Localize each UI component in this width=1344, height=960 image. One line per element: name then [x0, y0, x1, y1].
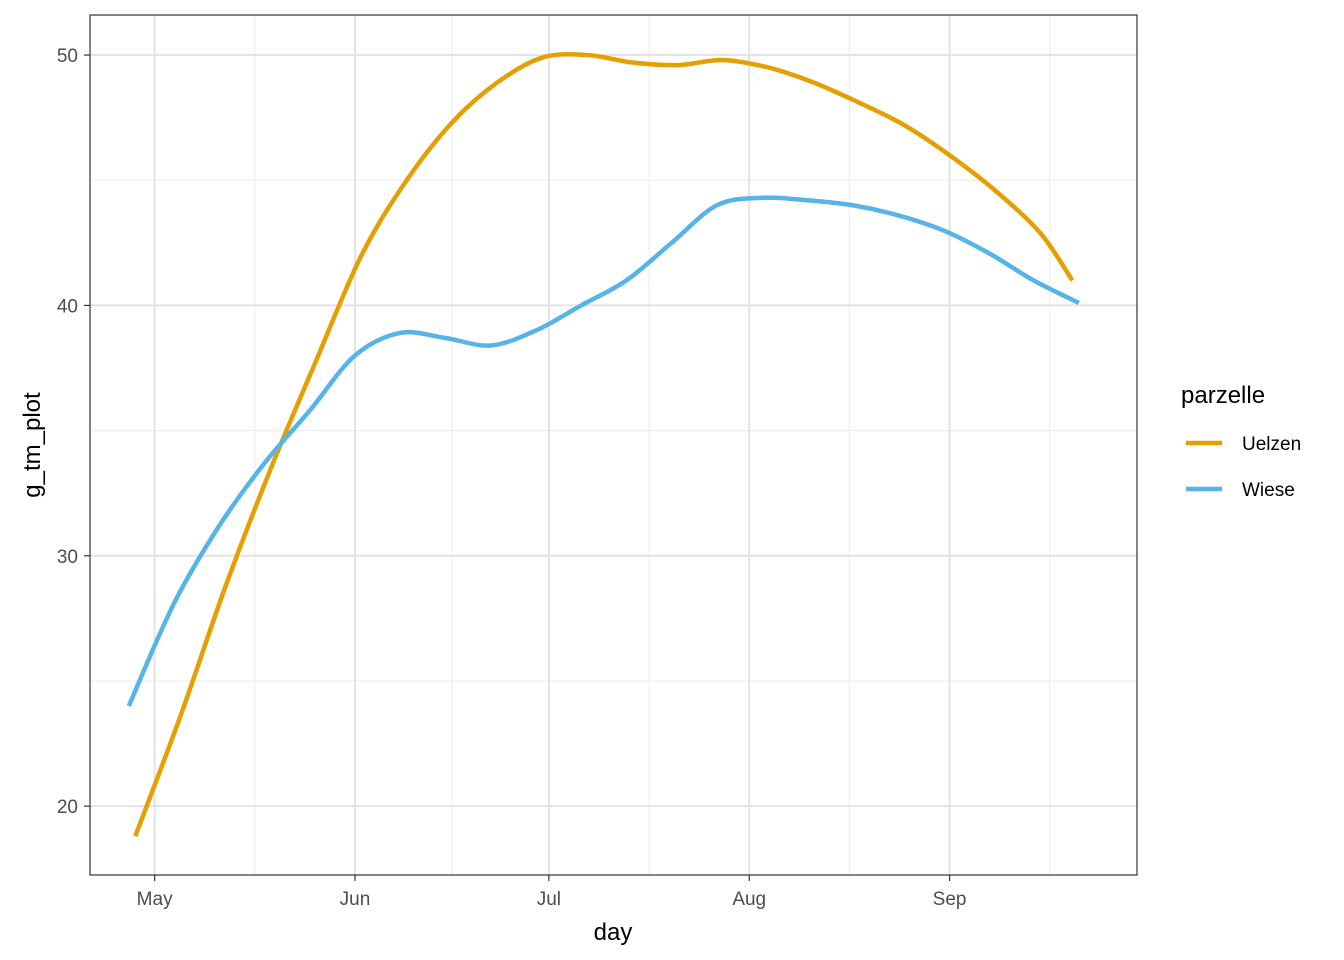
x-tick-label: Aug	[732, 889, 766, 910]
plot-background	[90, 15, 1137, 875]
x-tick-label: Jun	[340, 889, 371, 910]
series-line-wiese	[126, 195, 1080, 707]
plot-border	[89, 14, 1138, 876]
series-lines	[126, 52, 1080, 837]
x-tick-label: Jul	[537, 889, 561, 910]
x-tick-label: Sep	[933, 889, 967, 910]
legend-title: parzelle	[1181, 382, 1265, 409]
legend-label-wiese: Wiese	[1242, 480, 1295, 501]
axis-ticks: May Jun Jul Aug Sep 20 30 40 50	[57, 46, 967, 910]
grid	[90, 15, 1137, 875]
y-tick-label: 30	[57, 547, 78, 568]
x-tick-label: May	[137, 889, 173, 910]
legend-items: Uelzen Wiese	[1186, 434, 1301, 501]
y-tick-label: 50	[57, 46, 78, 67]
series-line-uelzen	[133, 52, 1075, 837]
legend-label-uelzen: Uelzen	[1242, 434, 1301, 455]
y-tick-label: 20	[57, 797, 78, 818]
y-axis-title: g_tm_plot	[19, 392, 46, 498]
x-axis-title: day	[594, 919, 633, 946]
y-tick-label: 40	[57, 296, 78, 317]
legend: parzelle Uelzen Wiese	[1181, 382, 1301, 501]
